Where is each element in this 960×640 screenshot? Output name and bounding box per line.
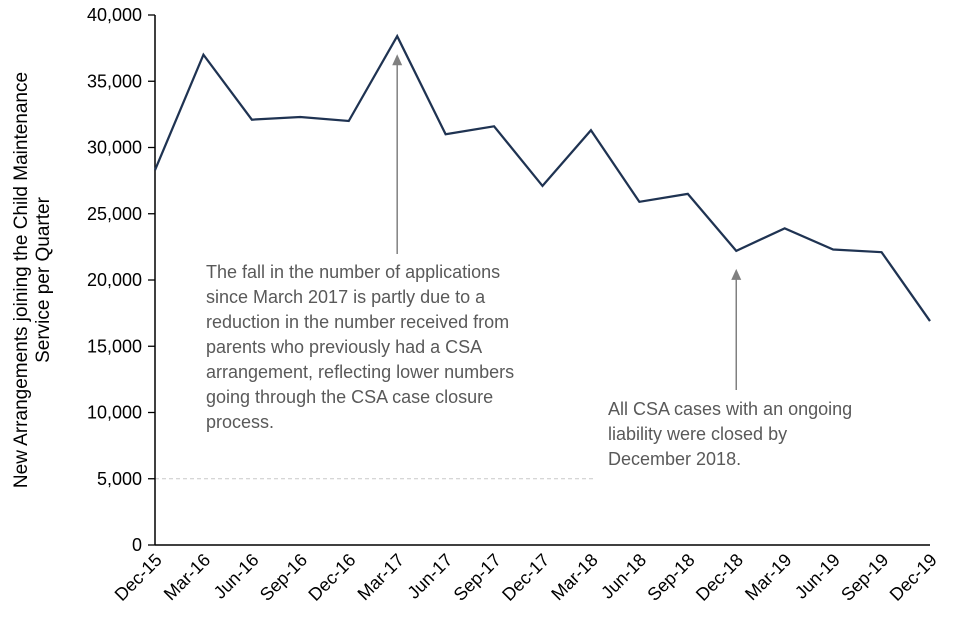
y-tick-label: 25,000	[87, 204, 142, 224]
x-tick-label: Sep-19	[837, 550, 892, 605]
x-tick-label: Dec-16	[304, 550, 359, 605]
y-tick-label: 15,000	[87, 336, 142, 356]
x-tick-label: Sep-16	[256, 550, 311, 605]
x-tick-label: Jun-18	[597, 550, 650, 603]
y-tick-label: 30,000	[87, 138, 142, 158]
x-tick-label: Mar-16	[160, 550, 214, 604]
x-tick-label: Jun-16	[210, 550, 263, 603]
x-tick-label: Jun-19	[791, 550, 844, 603]
y-tick-label: 35,000	[87, 71, 142, 91]
x-tick-label: Jun-17	[403, 550, 456, 603]
y-tick-label: 0	[132, 535, 142, 555]
x-tick-label: Dec-18	[692, 550, 747, 605]
annotation-applications-fall: The fall in the number of applications s…	[206, 262, 515, 432]
annotation-arrowhead	[392, 54, 403, 66]
y-axis-title: New Arrangements joining the Child Maint…	[11, 72, 32, 488]
x-tick-label: Dec-15	[111, 550, 166, 605]
x-tick-label: Mar-17	[354, 550, 408, 604]
y-axis-title: Service per Quarter	[33, 196, 54, 362]
annotation-csa-cases-closed: All CSA cases with an ongoing liability …	[608, 399, 853, 469]
y-tick-label: 20,000	[87, 270, 142, 290]
x-tick-label: Dec-19	[886, 550, 941, 605]
x-tick-label: Mar-18	[547, 550, 601, 604]
x-tick-label: Sep-18	[643, 550, 698, 605]
y-tick-label: 5,000	[97, 469, 142, 489]
x-tick-label: Mar-19	[741, 550, 795, 604]
annotation-arrowhead	[731, 268, 742, 280]
y-tick-label: 10,000	[87, 403, 142, 423]
y-tick-label: 40,000	[87, 5, 142, 25]
x-tick-label: Sep-17	[450, 550, 505, 605]
x-tick-label: Dec-17	[498, 550, 553, 605]
data-series-line	[153, 33, 931, 322]
